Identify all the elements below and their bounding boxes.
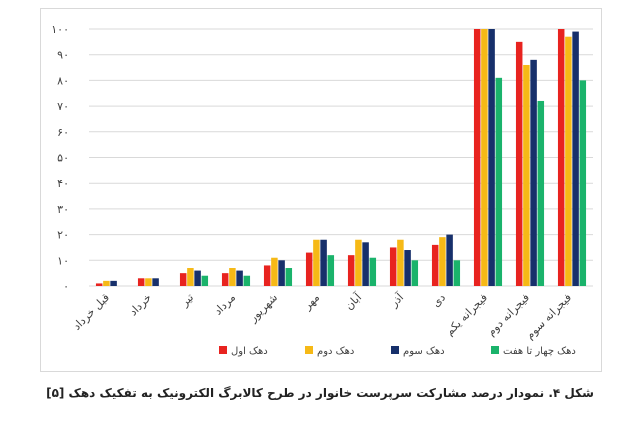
bar <box>473 29 481 286</box>
bar <box>523 64 530 286</box>
bar <box>446 234 453 286</box>
bar <box>347 255 355 286</box>
bar <box>355 239 362 286</box>
x-tick-label: دی <box>429 291 448 310</box>
legend-label: دهک اول <box>231 346 268 357</box>
legend-label: دهک چهار تا هفت <box>503 346 576 357</box>
bar <box>243 275 251 286</box>
y-tick-label: ۸۰ <box>57 74 69 87</box>
bar <box>439 237 446 286</box>
bar <box>137 278 145 286</box>
bar <box>488 29 495 286</box>
bar <box>404 250 411 286</box>
x-tick-label: قبل خرداد <box>70 291 112 333</box>
y-tick-label: ۱۰ <box>57 254 69 267</box>
bar <box>285 268 293 286</box>
y-tick-label: ۴۰ <box>57 177 69 190</box>
bar <box>145 278 152 286</box>
y-tick-label: ۰ <box>63 280 69 293</box>
bar <box>557 29 565 286</box>
bar <box>389 247 397 286</box>
x-tick-label: تیر <box>177 291 196 310</box>
bar <box>103 280 110 286</box>
bar <box>369 257 377 286</box>
bar <box>327 255 335 286</box>
bar <box>278 260 285 286</box>
y-tick-label: ۵۰ <box>57 152 69 165</box>
y-tick-label: ۲۰ <box>57 229 69 242</box>
bar <box>179 273 187 286</box>
x-tick-label: مهر <box>300 291 322 313</box>
bar <box>229 268 236 286</box>
bar <box>263 265 271 286</box>
x-tick-label: شهریور <box>246 291 280 325</box>
x-tick-label: خرداد <box>127 291 154 318</box>
bar-chart: ۰ ۱۰ ۲۰ ۳۰ ۴۰ ۵۰ ۶۰ ۷۰ ۸۰ ۹۰ ۱۰۰ قبل خرداد خرداد تیر م… <box>51 23 593 357</box>
bar <box>152 278 159 286</box>
x-tick-label: آبان <box>342 290 365 313</box>
bar <box>305 252 313 286</box>
bar <box>495 77 503 286</box>
bar <box>194 270 201 286</box>
x-tick-label: فیجرانه یکم <box>443 291 490 338</box>
y-tick-label: ۳۰ <box>57 203 69 216</box>
legend-label: دهک سوم <box>403 346 445 357</box>
bar <box>453 260 461 286</box>
bar <box>187 268 194 286</box>
bar <box>362 242 369 286</box>
bar <box>397 239 404 286</box>
bar <box>271 257 278 286</box>
x-tick-label: آذر <box>386 290 407 311</box>
legend-swatch <box>391 346 399 354</box>
y-tick-label: ۶۰ <box>57 126 69 139</box>
y-tick-label: ۷۰ <box>57 100 69 113</box>
legend-swatch <box>219 346 227 354</box>
y-tick-label: ۹۰ <box>57 49 69 62</box>
bar <box>236 270 243 286</box>
bar <box>201 275 209 286</box>
bar <box>221 273 229 286</box>
legend-swatch <box>491 346 499 354</box>
bar <box>530 59 537 287</box>
bar <box>320 239 327 286</box>
bar <box>313 239 320 286</box>
bar <box>110 280 117 286</box>
y-tick-label: ۱۰۰ <box>51 23 69 36</box>
figure-caption: شکل ۴. نمودار درصد مشارکت سرپرست خانوار … <box>46 386 594 400</box>
bar <box>481 29 488 286</box>
bar <box>411 260 419 286</box>
bar <box>515 41 523 286</box>
legend-swatch <box>305 346 313 354</box>
legend-label: دهک دوم <box>317 346 354 357</box>
bar <box>431 244 439 286</box>
bar <box>579 80 587 287</box>
bar <box>565 36 572 287</box>
bar <box>537 100 545 287</box>
x-tick-label: فیجرانه سوم <box>523 291 574 342</box>
x-tick-label: مرداد <box>211 291 238 318</box>
bar <box>572 31 579 286</box>
chart-frame: ۰ ۱۰ ۲۰ ۳۰ ۴۰ ۵۰ ۶۰ ۷۰ ۸۰ ۹۰ ۱۰۰ قبل خرداد خرداد تیر م… <box>40 8 602 372</box>
bar <box>95 283 103 286</box>
